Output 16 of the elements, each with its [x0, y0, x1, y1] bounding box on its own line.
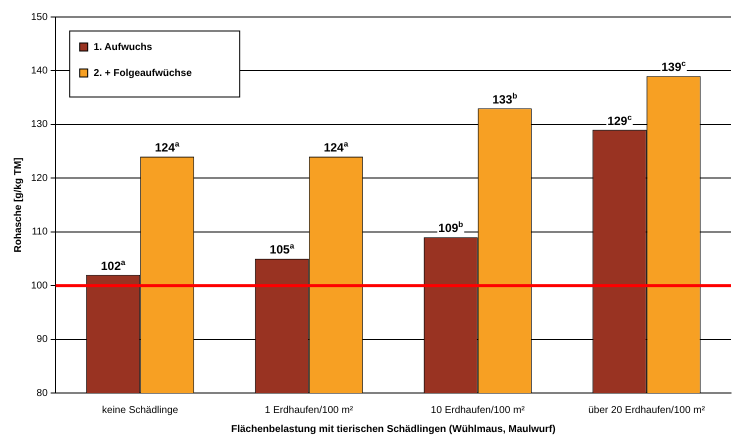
y-tick-label: 80: [36, 388, 48, 399]
y-tick-label: 150: [30, 12, 48, 23]
y-tick-label: 110: [32, 226, 48, 238]
legend-label: 2. + Folgeaufwüchse: [94, 68, 192, 79]
y-tick-label: 120: [30, 172, 48, 184]
x-tick-label: über 20 Erdhaufen/100 m²: [588, 404, 706, 416]
y-tick-label: 130: [30, 119, 48, 130]
y-axis-title: Rohasche [g/kg TM]: [12, 157, 24, 253]
y-tick-label: 90: [36, 334, 48, 346]
x-tick-label: 1 Erdhaufen/100 m²: [264, 404, 354, 416]
x-tick-label: keine Schädlinge: [102, 404, 179, 416]
y-tick-label: 140: [30, 65, 48, 76]
y-tick-label: 100: [30, 280, 48, 292]
x-tick-label: 10 Erdhaufen/100 m²: [430, 404, 526, 416]
legend-label: 1. Aufwuchs: [94, 42, 153, 53]
x-axis-title: Flächenbelastung mit tierischen Schädlingen (Wühlmaus, Maulwurf): [231, 424, 556, 435]
